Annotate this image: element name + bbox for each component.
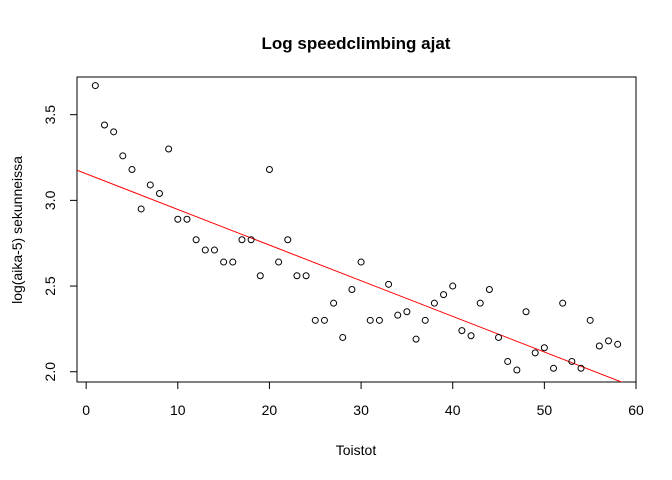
plot-frame	[76, 76, 637, 383]
data-point	[201, 246, 209, 254]
data-point	[467, 332, 475, 340]
data-point	[595, 342, 603, 350]
data-point	[513, 366, 521, 374]
data-point	[247, 236, 255, 244]
data-point	[146, 181, 154, 189]
data-point	[183, 215, 191, 223]
data-point	[174, 215, 182, 223]
data-point	[220, 258, 228, 266]
chart-title: Log speedclimbing ajat	[262, 34, 451, 53]
data-point	[302, 272, 310, 280]
data-point	[476, 299, 484, 307]
data-point	[522, 308, 530, 316]
y-tick-label: 2.0	[42, 362, 58, 382]
data-point	[550, 364, 558, 372]
data-point	[577, 364, 585, 372]
data-point	[348, 285, 356, 293]
data-point	[320, 316, 328, 324]
regression-line	[77, 169, 623, 382]
data-point	[375, 316, 383, 324]
data-point	[275, 258, 283, 266]
data-point	[605, 337, 613, 345]
data-point	[485, 285, 493, 293]
data-point	[385, 280, 393, 288]
data-point	[256, 272, 264, 280]
x-tick-label: 30	[353, 402, 369, 418]
y-tick-label: 2.5	[42, 276, 58, 296]
data-point	[357, 258, 365, 266]
data-point	[366, 316, 374, 324]
x-tick-label: 40	[445, 402, 461, 418]
data-point	[128, 166, 136, 174]
data-point	[311, 316, 319, 324]
data-point	[238, 236, 246, 244]
x-tick-label: 50	[537, 402, 553, 418]
data-point	[110, 128, 118, 136]
y-axis: 2.0 2.5 3.0 3.5	[42, 105, 78, 382]
data-point	[430, 299, 438, 307]
data-point	[330, 299, 338, 307]
data-point	[210, 246, 218, 254]
y-axis-label: log(aika-5) sekunneissa	[9, 156, 25, 304]
data-point	[284, 236, 292, 244]
data-point	[586, 316, 594, 324]
data-point	[568, 357, 576, 365]
data-point	[531, 349, 539, 357]
data-point	[155, 190, 163, 198]
data-point	[403, 308, 411, 316]
data-point	[440, 291, 448, 299]
data-point	[495, 333, 503, 341]
x-axis-label: Toistot	[336, 442, 377, 458]
data-point	[614, 340, 622, 348]
data-point	[119, 152, 127, 160]
data-point	[421, 316, 429, 324]
data-point	[412, 335, 420, 343]
data-point	[293, 272, 301, 280]
data-point	[192, 236, 200, 244]
data-point	[229, 258, 237, 266]
x-tick-label: 20	[262, 402, 278, 418]
y-tick-label: 3.0	[42, 190, 58, 210]
data-point	[540, 344, 548, 352]
data-points	[91, 82, 622, 374]
data-point	[504, 357, 512, 365]
x-axis: 0 10 20 30 40 50 60	[82, 381, 644, 418]
x-tick-label: 10	[170, 402, 186, 418]
data-point	[165, 145, 173, 153]
data-point	[91, 82, 99, 90]
y-tick-label: 3.5	[42, 105, 58, 125]
data-point	[394, 311, 402, 319]
data-point	[265, 166, 273, 174]
fit-line-layer	[77, 169, 623, 382]
data-point	[137, 205, 145, 213]
data-point	[449, 282, 457, 290]
x-tick-label: 60	[628, 402, 644, 418]
x-tick-label: 0	[82, 402, 90, 418]
data-point	[559, 299, 567, 307]
data-point	[458, 327, 466, 335]
data-point	[339, 333, 347, 341]
data-point	[100, 121, 108, 129]
